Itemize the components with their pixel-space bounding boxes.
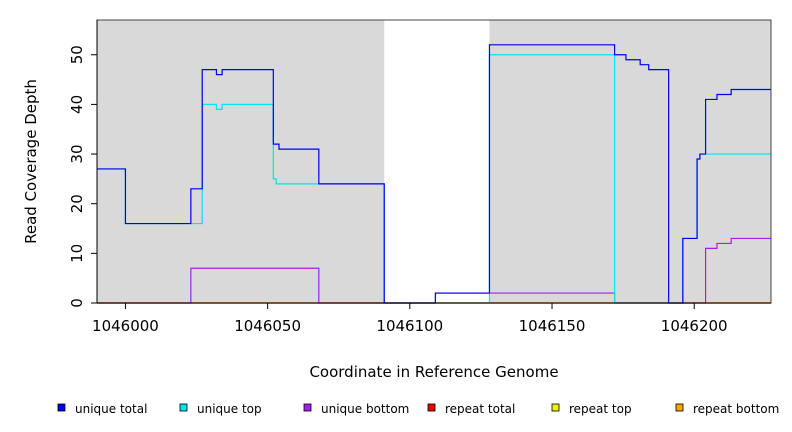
legend-label: unique top <box>197 402 262 416</box>
legend-item: repeat top <box>551 402 632 416</box>
y-tick-label: 20 <box>68 194 86 213</box>
y-axis-title: Read Coverage Depth <box>22 79 40 244</box>
x-axis-title: Coordinate in Reference Genome <box>309 363 558 381</box>
legend-label: unique total <box>75 402 147 416</box>
legend-item: unique total <box>57 402 147 416</box>
x-tick-label: 1046050 <box>234 317 301 335</box>
legend-swatch <box>303 403 312 412</box>
x-tick-label: 1046150 <box>519 317 586 335</box>
y-tick-label: 0 <box>68 298 86 308</box>
x-tick-label: 1046000 <box>92 317 159 335</box>
legend-swatch <box>179 403 188 412</box>
background-regions <box>97 20 771 303</box>
y-tick-label: 40 <box>68 95 86 114</box>
background-region <box>489 20 771 303</box>
legend-swatch <box>675 403 684 412</box>
legend-label: repeat total <box>445 402 515 416</box>
series-line-unique-total <box>97 44 771 304</box>
legend-label: repeat bottom <box>693 402 779 416</box>
legend: unique total unique top unique bottom repea… <box>57 402 779 416</box>
legend-item: repeat total <box>427 402 515 416</box>
x-tick-label: 1046100 <box>376 317 443 335</box>
legend-swatch <box>551 403 560 412</box>
legend-item: unique top <box>179 402 262 416</box>
y-tick-label: 10 <box>68 244 86 263</box>
legend-label: unique bottom <box>321 402 409 416</box>
legend-item: unique bottom <box>303 402 409 416</box>
axes: 1046000 1046050 1046100 1046150 1046200 0 10 20… <box>68 20 771 335</box>
series-line-unique-bottom <box>97 237 771 304</box>
legend-swatch <box>57 403 66 412</box>
y-tick-label: 30 <box>68 145 86 164</box>
legend-label: repeat top <box>569 402 632 416</box>
background-region <box>97 20 385 303</box>
y-tick-label: 50 <box>68 45 86 64</box>
legend-item: repeat bottom <box>675 402 779 416</box>
legend-swatch <box>427 403 436 412</box>
x-tick-label: 1046200 <box>661 317 728 335</box>
